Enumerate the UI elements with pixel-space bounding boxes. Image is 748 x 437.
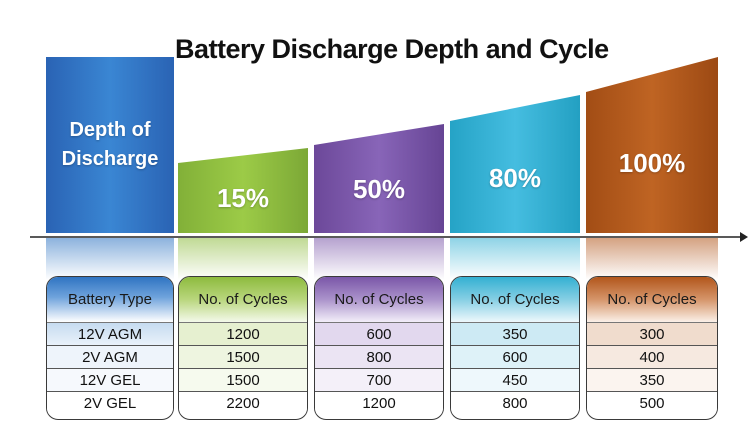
cycles-table-100: No. of Cycles 300 400 350 500 (586, 276, 718, 420)
cycles-cell-15: 1200 (179, 323, 307, 346)
cycles-cell-50: 600 (315, 323, 443, 346)
cycles-table-50: No. of Cycles 600 800 700 1200 (314, 276, 444, 420)
bar-15 (178, 148, 308, 233)
depth-label-line1: Depth of (69, 119, 151, 141)
cycles-cell-15: 1500 (179, 369, 307, 392)
chart-title: Battery Discharge Depth and Cycle (175, 34, 609, 64)
cycles-cell-80: 350 (451, 323, 579, 346)
cycles-cell-80: 450 (451, 369, 579, 392)
cycles-header-100: No. of Cycles (587, 277, 717, 323)
percent-label-80: 80% (488, 163, 542, 193)
cycles-table-80: No. of Cycles 350 600 450 800 (450, 276, 580, 420)
cycles-cell-15: 2200 (179, 392, 307, 415)
battery-type-row: 12V GEL (47, 369, 173, 392)
cycles-cell-50: 700 (315, 369, 443, 392)
bar-100-reflection (586, 238, 718, 280)
battery-type-row: 12V AGM (47, 323, 173, 346)
axis-arrow-head (740, 232, 748, 242)
percent-label-15: 15% (216, 183, 270, 213)
cycles-cell-100: 400 (587, 346, 717, 369)
dod-bar-reflection (46, 238, 174, 280)
dod-bar (46, 57, 174, 233)
cycles-cell-100: 350 (587, 369, 717, 392)
bar-100 (586, 57, 718, 233)
cycles-cell-100: 500 (587, 392, 717, 415)
battery-type-row: 2V AGM (47, 346, 173, 369)
percent-label-100: 100% (618, 148, 686, 178)
cycles-cell-100: 300 (587, 323, 717, 346)
bar-15-reflection (178, 238, 308, 280)
depth-of-discharge-label: Depth of Discharge (46, 116, 174, 174)
cycles-header-80: No. of Cycles (451, 277, 579, 323)
percent-label-50: 50% (352, 174, 406, 204)
cycles-cell-50: 800 (315, 346, 443, 369)
depth-label-line2: Discharge (61, 148, 159, 170)
cycles-cell-80: 800 (451, 392, 579, 415)
bar-50-reflection (314, 238, 444, 280)
bar-80-reflection (450, 238, 580, 280)
battery-type-header: Battery Type (47, 277, 173, 323)
cycles-header-15: No. of Cycles (179, 277, 307, 323)
bar-50 (314, 124, 444, 233)
cycles-table-15: No. of Cycles 1200 1500 1500 2200 (178, 276, 308, 420)
bar-80 (450, 95, 580, 233)
battery-type-table: Battery Type 12V AGM 2V AGM 12V GEL 2V G… (46, 276, 174, 420)
cycles-header-50: No. of Cycles (315, 277, 443, 323)
cycles-cell-50: 1200 (315, 392, 443, 415)
cycles-cell-80: 600 (451, 346, 579, 369)
battery-type-row: 2V GEL (47, 392, 173, 415)
cycles-cell-15: 1500 (179, 346, 307, 369)
